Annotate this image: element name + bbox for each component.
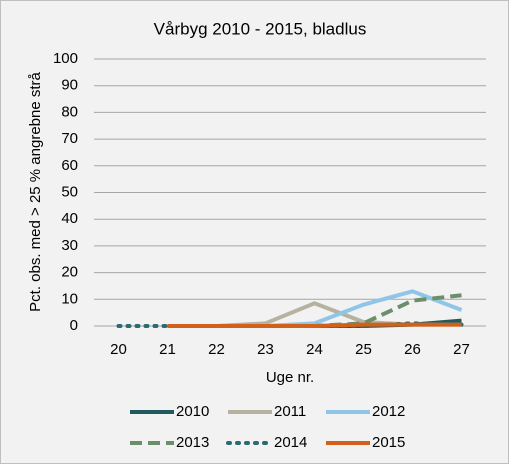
x-tick-label: 23 — [257, 341, 274, 358]
x-tick-label: 26 — [404, 341, 421, 358]
y-tick-label: 20 — [61, 264, 78, 281]
legend-label: 2014 — [274, 434, 307, 451]
x-tick-label: 27 — [453, 341, 470, 358]
y-tick-label: 40 — [61, 210, 78, 227]
legend-label: 2015 — [372, 434, 405, 451]
y-tick-label: 30 — [61, 237, 78, 254]
legend-label: 2013 — [176, 434, 209, 451]
chart-title: Vårbyg 2010 - 2015, bladlus — [154, 19, 367, 38]
x-tick-label: 20 — [110, 341, 127, 358]
y-tick-label: 10 — [61, 290, 78, 307]
x-tick-label: 25 — [355, 341, 372, 358]
y-tick-label: 60 — [61, 157, 78, 174]
x-tick-label: 22 — [208, 341, 225, 358]
y-tick-label: 0 — [70, 317, 78, 334]
y-tick-label: 100 — [53, 50, 78, 67]
x-tick-label: 21 — [159, 341, 176, 358]
y-tick-label: 50 — [61, 183, 78, 200]
y-tick-label: 80 — [61, 103, 78, 120]
y-tick-label: 90 — [61, 77, 78, 94]
legend-label: 2010 — [176, 403, 209, 420]
x-axis-label: Uge nr. — [266, 369, 314, 386]
x-tick-label: 24 — [306, 341, 323, 358]
legend-label: 2011 — [274, 403, 306, 420]
legend-label: 2012 — [372, 403, 405, 420]
series-line — [167, 322, 462, 328]
y-tick-label: 70 — [61, 130, 78, 147]
y-axis-label: Pct. obs. med > 25 % angrebne strå — [27, 71, 44, 311]
